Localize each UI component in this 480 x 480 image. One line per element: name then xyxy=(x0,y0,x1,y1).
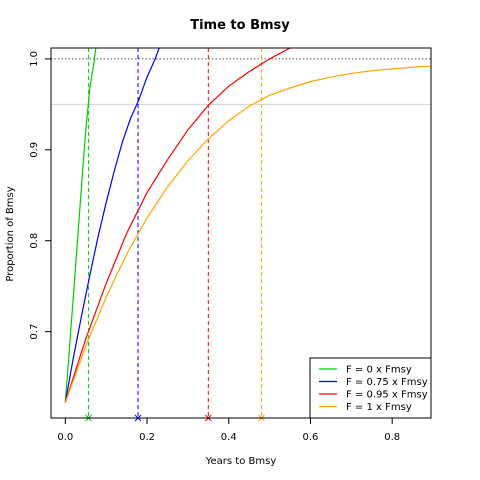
chart-title: Time to Bmsy xyxy=(190,18,290,33)
x-tick-label-3: 0.6 xyxy=(303,432,319,443)
plot-inner xyxy=(51,48,431,418)
x-tick-label-1: 0.2 xyxy=(139,432,155,443)
x-tick-label-4: 0.8 xyxy=(384,432,400,443)
series-line-3 xyxy=(64,65,431,403)
plot-area xyxy=(51,48,431,422)
series-line-2 xyxy=(64,48,292,403)
y-tick-label-3: 1.0 xyxy=(29,51,40,67)
y-tick-label-1: 0.8 xyxy=(29,233,40,249)
legend-label-0: F = 0 x Fmsy xyxy=(346,365,412,376)
legend-box xyxy=(309,357,432,419)
y-tick-label-2: 0.9 xyxy=(29,142,40,158)
legend-label-2: F = 0.95 x Fmsy xyxy=(346,390,428,401)
series-line-1 xyxy=(64,48,160,403)
legend-label-3: F = 1 x Fmsy xyxy=(346,402,412,413)
y-axis-label: Proportion of Bmsy xyxy=(5,186,16,281)
x-tick-label-0: 0.0 xyxy=(57,432,73,443)
x-tick-label-2: 0.4 xyxy=(221,432,237,443)
legend-label-1: F = 0.75 x Fmsy xyxy=(346,377,428,388)
axes: 0.0 0.2 0.4 0.6 0.8 0.7 0.8 0.9 1.0 xyxy=(29,47,432,443)
y-tick-label-0: 0.7 xyxy=(29,324,40,340)
series-line-0 xyxy=(64,48,97,403)
x-axis-label: Years to Bmsy xyxy=(205,456,277,467)
